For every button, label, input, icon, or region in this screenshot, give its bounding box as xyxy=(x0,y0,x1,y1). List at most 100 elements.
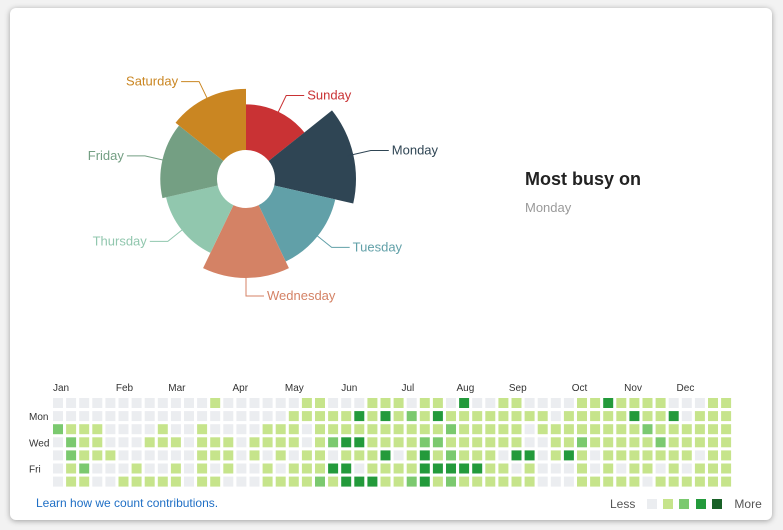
day-cell[interactable] xyxy=(590,476,601,487)
day-cell[interactable] xyxy=(563,398,574,408)
day-cell[interactable] xyxy=(367,450,378,461)
day-cell[interactable] xyxy=(66,463,77,474)
day-cell[interactable] xyxy=(341,463,352,474)
day-cell[interactable] xyxy=(603,411,614,422)
day-cell[interactable] xyxy=(236,424,247,435)
day-cell[interactable] xyxy=(629,398,640,408)
day-cell[interactable] xyxy=(721,437,732,448)
day-cell[interactable] xyxy=(315,476,325,487)
day-cell[interactable] xyxy=(301,463,312,474)
day-cell[interactable] xyxy=(694,450,705,461)
day-cell[interactable] xyxy=(459,424,470,435)
day-cell[interactable] xyxy=(288,437,299,448)
day-cell[interactable] xyxy=(577,476,587,487)
day-cell[interactable] xyxy=(341,437,352,448)
day-cell[interactable] xyxy=(498,450,509,461)
day-cell[interactable] xyxy=(668,476,679,487)
day-cell[interactable] xyxy=(668,463,679,474)
day-cell[interactable] xyxy=(262,398,273,408)
day-cell[interactable] xyxy=(157,437,168,448)
day-cell[interactable] xyxy=(367,437,378,448)
day-cell[interactable] xyxy=(170,411,181,422)
day-cell[interactable] xyxy=(301,398,312,408)
day-cell[interactable] xyxy=(197,411,208,422)
day-cell[interactable] xyxy=(354,463,365,474)
day-cell[interactable] xyxy=(105,450,116,461)
day-cell[interactable] xyxy=(708,476,718,487)
day-cell[interactable] xyxy=(144,463,155,474)
day-cell[interactable] xyxy=(301,437,312,448)
day-cell[interactable] xyxy=(341,411,352,422)
day-cell[interactable] xyxy=(446,450,456,461)
day-cell[interactable] xyxy=(328,463,339,474)
day-cell[interactable] xyxy=(249,398,260,408)
day-cell[interactable] xyxy=(498,411,509,422)
day-cell[interactable] xyxy=(262,463,273,474)
day-cell[interactable] xyxy=(210,476,221,487)
day-cell[interactable] xyxy=(603,424,614,435)
day-cell[interactable] xyxy=(577,450,587,461)
day-cell[interactable] xyxy=(53,463,63,474)
day-cell[interactable] xyxy=(170,450,181,461)
day-cell[interactable] xyxy=(157,398,168,408)
day-cell[interactable] xyxy=(288,398,299,408)
day-cell[interactable] xyxy=(655,437,666,448)
day-cell[interactable] xyxy=(236,437,247,448)
day-cell[interactable] xyxy=(223,398,234,408)
day-cell[interactable] xyxy=(380,476,391,487)
day-cell[interactable] xyxy=(393,463,404,474)
day-cell[interactable] xyxy=(367,463,378,474)
day-cell[interactable] xyxy=(170,424,181,435)
day-cell[interactable] xyxy=(210,463,221,474)
day-cell[interactable] xyxy=(223,437,234,448)
day-cell[interactable] xyxy=(341,476,352,487)
day-cell[interactable] xyxy=(105,411,116,422)
day-cell[interactable] xyxy=(157,450,168,461)
day-cell[interactable] xyxy=(406,424,417,435)
day-cell[interactable] xyxy=(537,463,548,474)
day-cell[interactable] xyxy=(616,424,627,435)
day-cell[interactable] xyxy=(249,463,260,474)
day-cell[interactable] xyxy=(288,463,299,474)
day-cell[interactable] xyxy=(118,476,129,487)
day-cell[interactable] xyxy=(419,411,430,422)
day-cell[interactable] xyxy=(131,476,142,487)
day-cell[interactable] xyxy=(446,424,456,435)
day-cell[interactable] xyxy=(223,411,234,422)
day-cell[interactable] xyxy=(393,437,404,448)
day-cell[interactable] xyxy=(432,463,443,474)
day-cell[interactable] xyxy=(629,476,640,487)
day-cell[interactable] xyxy=(341,398,352,408)
day-cell[interactable] xyxy=(485,424,496,435)
day-cell[interactable] xyxy=(275,463,286,474)
day-cell[interactable] xyxy=(170,437,181,448)
day-cell[interactable] xyxy=(157,463,168,474)
day-cell[interactable] xyxy=(144,411,155,422)
day-cell[interactable] xyxy=(642,463,653,474)
day-cell[interactable] xyxy=(79,463,90,474)
day-cell[interactable] xyxy=(577,437,587,448)
day-cell[interactable] xyxy=(354,450,365,461)
day-cell[interactable] xyxy=(563,424,574,435)
day-cell[interactable] xyxy=(537,398,548,408)
day-cell[interactable] xyxy=(550,476,561,487)
day-cell[interactable] xyxy=(406,463,417,474)
day-cell[interactable] xyxy=(393,424,404,435)
day-cell[interactable] xyxy=(511,476,522,487)
day-cell[interactable] xyxy=(301,450,312,461)
day-cell[interactable] xyxy=(472,411,483,422)
day-cell[interactable] xyxy=(616,450,627,461)
day-cell[interactable] xyxy=(328,398,339,408)
day-cell[interactable] xyxy=(616,398,627,408)
day-cell[interactable] xyxy=(223,424,234,435)
day-cell[interactable] xyxy=(223,463,234,474)
day-cell[interactable] xyxy=(92,450,103,461)
day-cell[interactable] xyxy=(511,450,522,461)
day-cell[interactable] xyxy=(472,463,483,474)
day-cell[interactable] xyxy=(301,411,312,422)
day-cell[interactable] xyxy=(92,411,103,422)
day-cell[interactable] xyxy=(616,437,627,448)
day-cell[interactable] xyxy=(275,450,286,461)
day-cell[interactable] xyxy=(184,476,194,487)
day-cell[interactable] xyxy=(184,424,194,435)
